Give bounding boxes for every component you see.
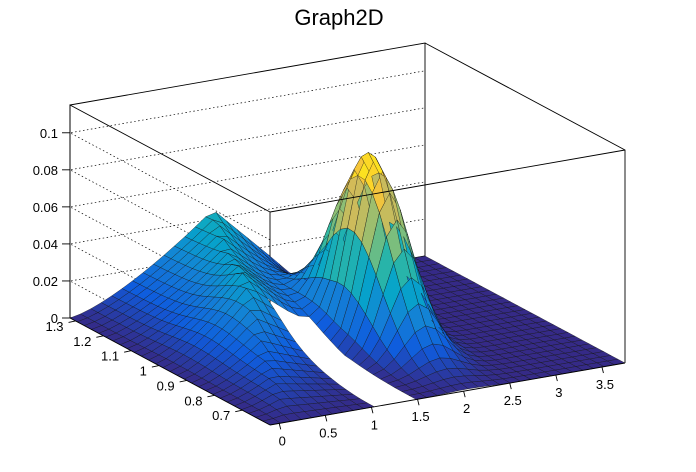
y-tick-label-0: 0.7 [212,408,230,423]
y-tick-label-6: 1.3 [45,319,63,334]
z-tick-label-0: 0 [51,311,58,326]
x-tick-mark-7 [601,366,604,374]
x-tick-label-2: 1 [371,417,378,432]
y-tick-mark-5 [96,335,104,338]
x-tick-label-5: 2.5 [504,393,522,408]
y-tick-mark-3 [151,365,159,368]
x-tick-mark-3 [417,399,420,406]
y-tick-label-4: 1.1 [101,349,119,364]
x-tick-label-6: 3 [555,385,562,400]
y-tick-mark-6 [68,320,76,323]
y-tick-mark-2 [179,379,187,383]
y-tick-label-2: 0.9 [157,378,175,393]
x-tick-label-0: 0 [279,433,286,448]
front-top-edge [269,149,626,213]
z-tick-label-4: 0.08 [33,163,58,178]
y-tick-label-1: 0.8 [184,393,202,408]
surface-plot [69,151,626,426]
z-tick-label-2: 0.04 [33,237,58,252]
x-tick-mark-4 [463,391,466,398]
x-tick-label-1: 0.5 [319,425,337,440]
x-tick-mark-2 [370,407,374,414]
axis-ticks: 00.511.522.533.50.70.80.911.11.21.300.02… [33,126,614,449]
chart-title: Graph2D [294,5,383,30]
x-tick-label-3: 1.5 [411,409,429,424]
z-tick-label-5: 0.1 [40,126,58,141]
y-tick-label-3: 1 [140,364,147,379]
x-tick-mark-0 [278,423,282,430]
x-tick-mark-1 [324,415,328,422]
y-tick-mark-0 [235,409,243,413]
x-tick-mark-6 [555,374,558,382]
y-tick-mark-1 [207,394,215,398]
x-axis-line [269,362,626,426]
z-tick-label-3: 0.06 [33,200,58,215]
y-tick-label-5: 1.2 [73,334,91,349]
z-tick-label-1: 0.02 [33,274,58,289]
x-tick-label-7: 3.5 [596,377,614,392]
y-tick-mark-4 [124,350,132,353]
x-tick-label-4: 2 [463,401,470,416]
x-tick-mark-5 [509,383,512,390]
